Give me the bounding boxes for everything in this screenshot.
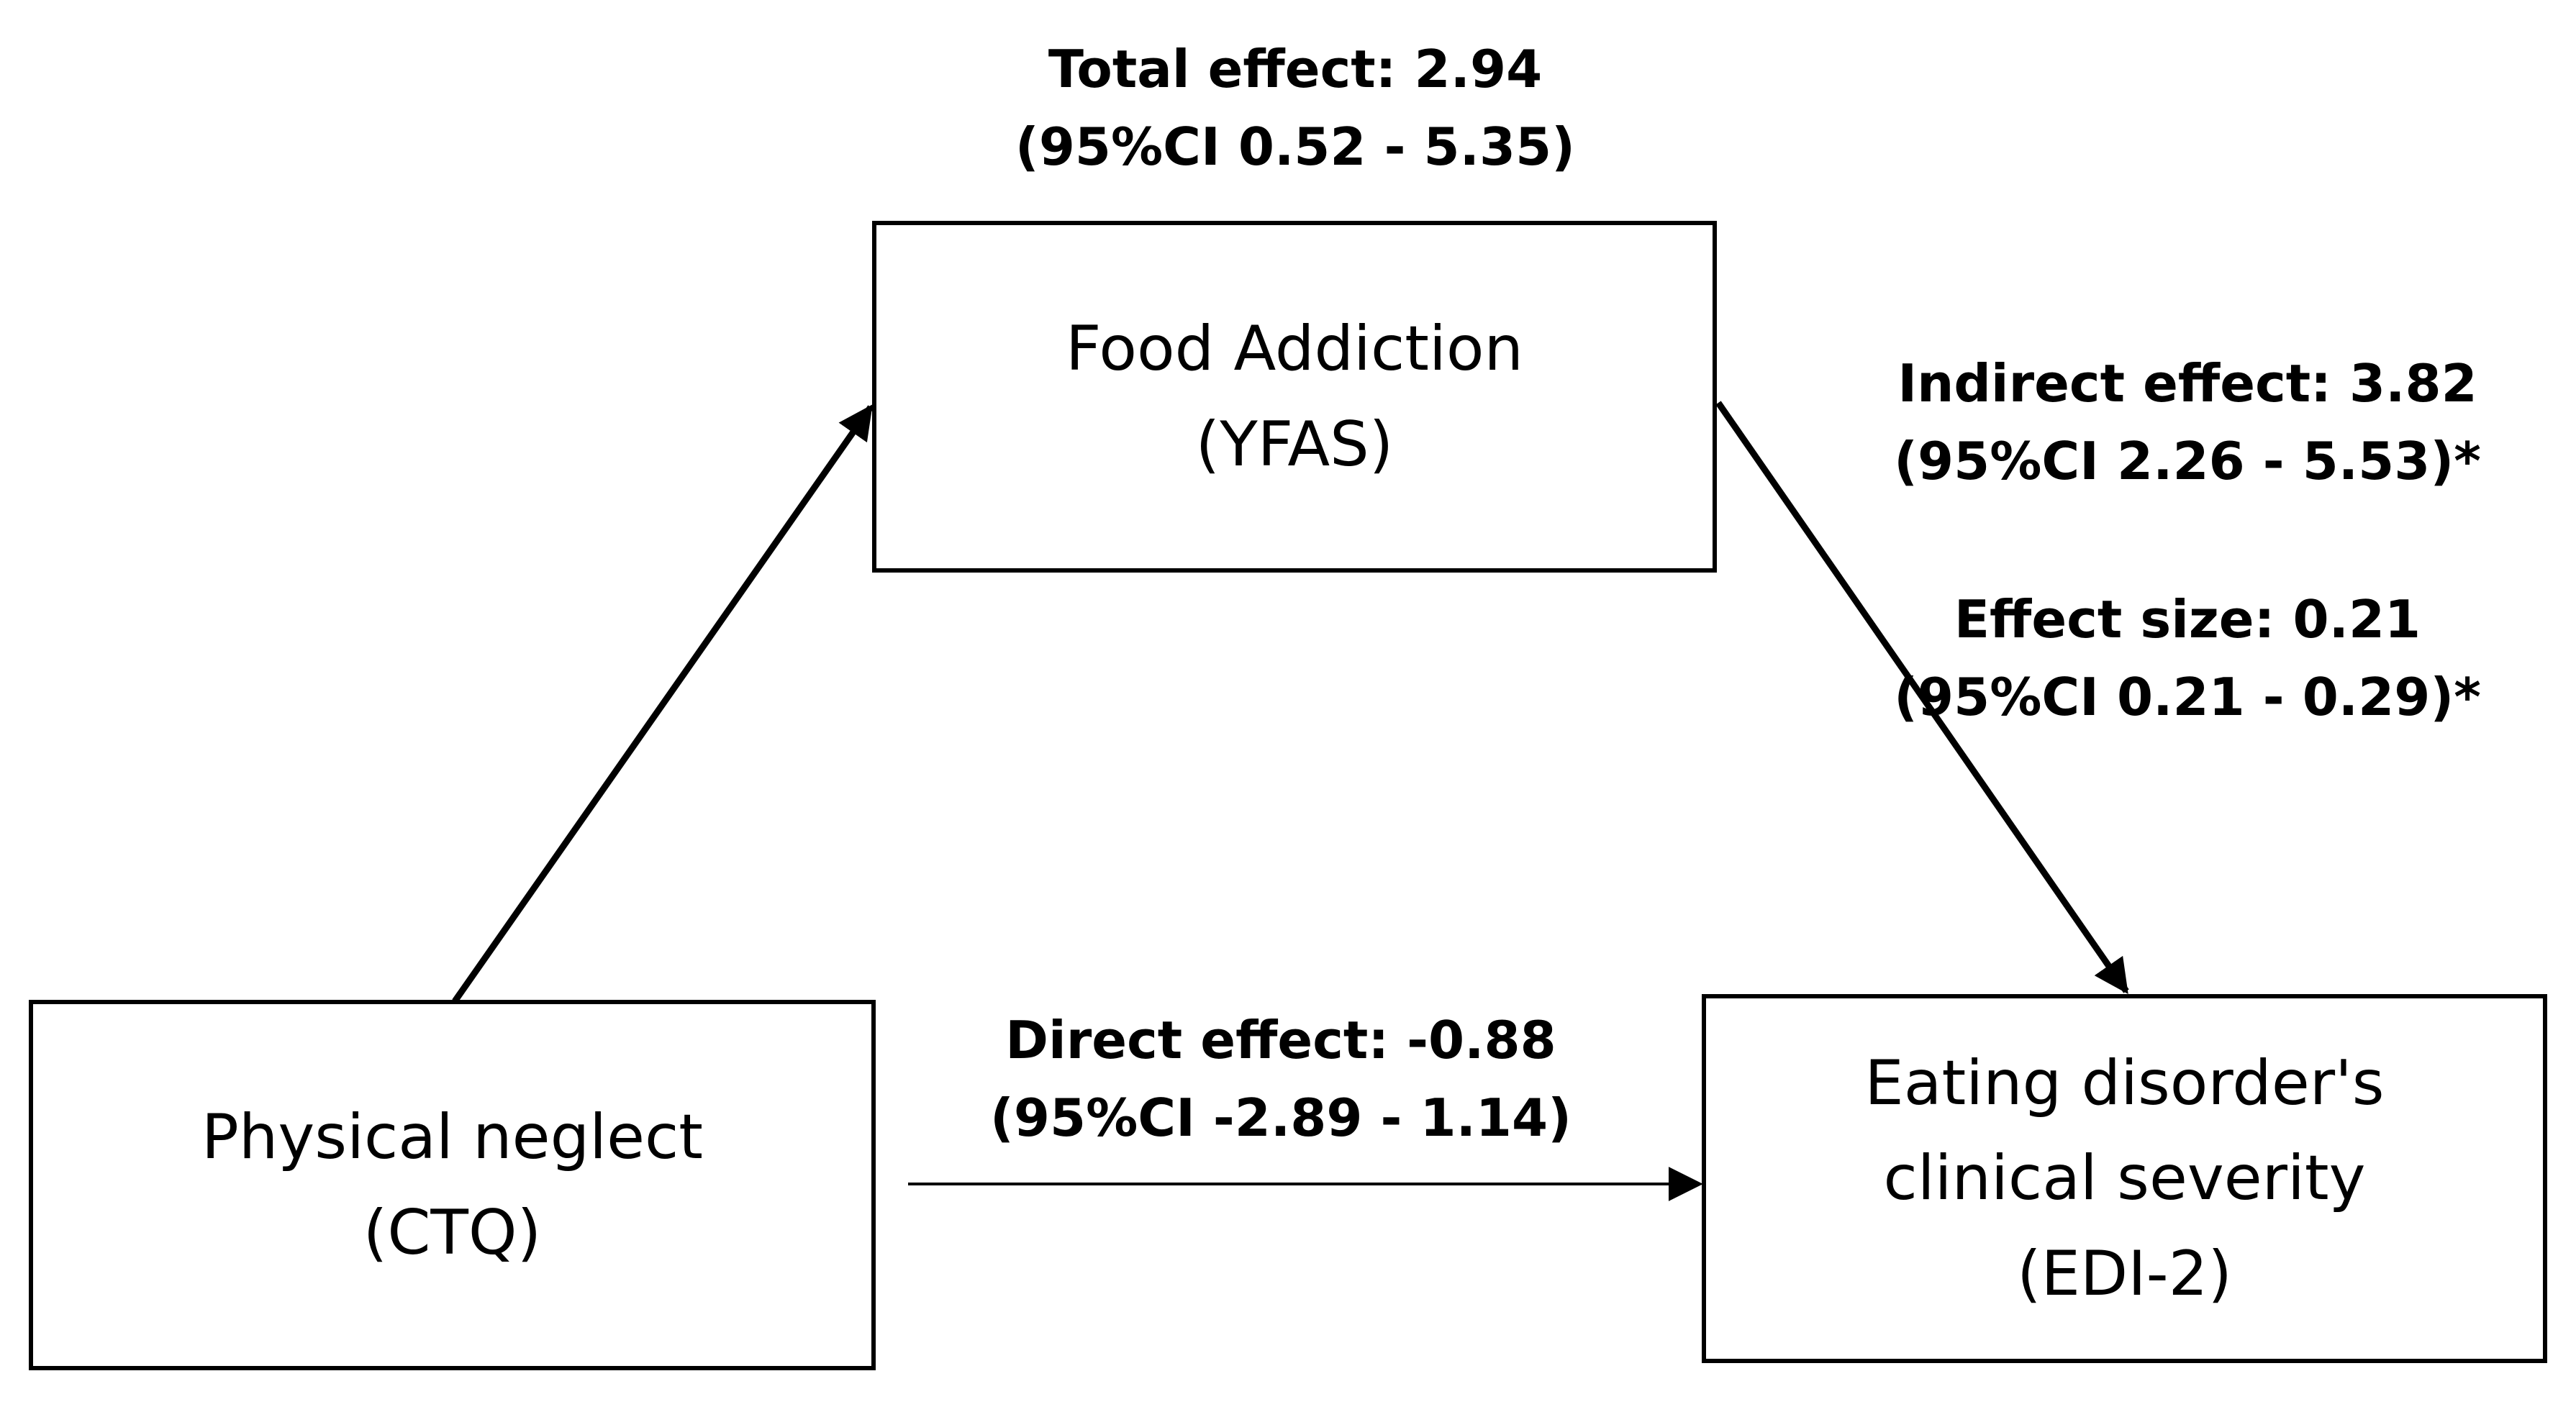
indirect-effect-label: Indirect effect: 3.82 (95%CI 2.26 - 5.53… — [1820, 345, 2554, 500]
outcome-node-title-line2: clinical severity — [1883, 1142, 2366, 1215]
direct-effect-label: Direct effect: -0.88 (95%CI -2.89 - 1.14… — [914, 1001, 1648, 1157]
total-effect-value: Total effect: 2.94 — [1048, 39, 1543, 99]
arrow-mediator-to-outcome — [1715, 401, 2129, 994]
total-effect-label: Total effect: 2.94 (95%CI 0.52 - 5.35) — [928, 30, 1662, 186]
mediator-node-food-addiction: Food Addiction (YFAS) — [872, 221, 1717, 573]
predictor-node-scale: (CTQ) — [363, 1196, 542, 1269]
outcome-node-scale: (EDI-2) — [2017, 1237, 2232, 1310]
mediator-node-scale: (YFAS) — [1195, 408, 1394, 480]
direct-effect-ci: (95%CI -2.89 - 1.14) — [989, 1088, 1572, 1148]
indirect-effect-value: Indirect effect: 3.82 — [1897, 353, 2477, 414]
arrow-predictor-to-mediator — [452, 404, 874, 1003]
effect-size-value: Effect size: 0.21 — [1954, 589, 2421, 650]
effect-size-label: Effect size: 0.21 (95%CI 0.21 - 0.29)* — [1820, 580, 2554, 736]
effect-size-ci: (95%CI 0.21 - 0.29)* — [1894, 667, 2481, 727]
total-effect-ci: (95%CI 0.52 - 5.35) — [1015, 117, 1576, 177]
indirect-effect-ci: (95%CI 2.26 - 5.53)* — [1894, 431, 2481, 491]
predictor-node-title: Physical neglect — [201, 1101, 703, 1174]
predictor-node-physical-neglect: Physical neglect (CTQ) — [29, 1000, 876, 1370]
outcome-node-title-line1: Eating disorder's — [1864, 1047, 2385, 1119]
outcome-node-eating-disorder-severity: Eating disorder's clinical severity (EDI… — [1702, 994, 2547, 1363]
direct-effect-value: Direct effect: -0.88 — [1005, 1010, 1556, 1070]
mediator-node-title: Food Addiction — [1066, 313, 1523, 386]
